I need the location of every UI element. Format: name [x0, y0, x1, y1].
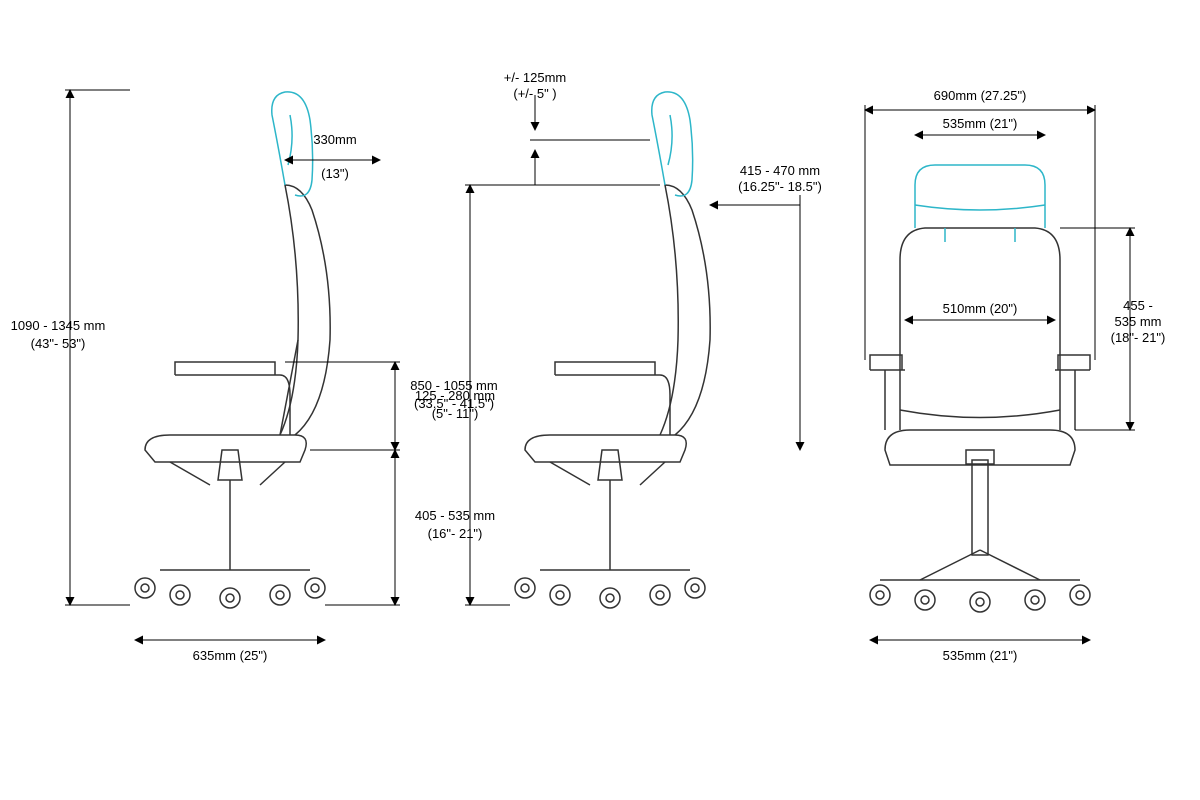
dim-bkh-1: 455 - — [1123, 298, 1153, 313]
svg-text:415 - 470 mm(16.25"- 18.5"): 415 - 470 mm(16.25"- 18.5") — [738, 163, 822, 194]
dim-overall-h-mm: 1090 - 1345 mm — [11, 318, 106, 333]
svg-text:+/- 125mm(+/- 5" ): +/- 125mm(+/- 5" ) — [504, 70, 567, 101]
dim-bw-mm: 415 - 470 mm — [740, 163, 820, 178]
dim-base-a: 635mm (25") — [193, 648, 268, 663]
dim-base-f: 535mm (21") — [943, 648, 1018, 663]
chair-dimension-diagram: 1090 - 1345 mm(43"- 53") 330mm(13") 125 … — [0, 0, 1200, 800]
dim-back-in: (13") — [321, 166, 349, 181]
side-view-a: 1090 - 1345 mm(43"- 53") 330mm(13") 125 … — [11, 90, 495, 663]
dim-back-mm: 330mm — [313, 132, 356, 147]
dim-bkh-3: (18"- 21") — [1111, 330, 1166, 345]
dim-bh-in: (33.5" - 41.5") — [414, 396, 494, 411]
dim-ow: 690mm (27.25") — [934, 88, 1027, 103]
front-view: 690mm (27.25") 535mm (21") 510mm (20") 4… — [865, 88, 1165, 663]
dim-head-mm: +/- 125mm — [504, 70, 567, 85]
dim-bh-mm: 850 - 1055 mm — [410, 378, 497, 393]
dim-bkh-2: 535 mm — [1115, 314, 1162, 329]
dim-hw: 535mm (21") — [943, 116, 1018, 131]
svg-text:405 - 535 mm(16"- 21"): 405 - 535 mm (16"- 21") — [415, 508, 495, 541]
dim-bw-in: (16.25"- 18.5") — [738, 179, 822, 194]
dim-seat-mm: 405 - 535 mm — [415, 508, 495, 523]
svg-text:455 -535 mm(18"- 21"): 455 -535 mm(18"- 21") — [1111, 298, 1166, 345]
dim-as: 510mm (20") — [943, 301, 1018, 316]
svg-text:330mm(13"): 330mm (13") — [313, 132, 356, 181]
dim-head-in: (+/- 5" ) — [513, 86, 556, 101]
dim-overall-h-in: (43"- 53") — [31, 336, 86, 351]
svg-text:1090 - 1345 mm(43"- 53"): 1090 - 1345 mm (43"- 53") — [11, 318, 106, 351]
dim-seat-in: (16"- 21") — [428, 526, 483, 541]
